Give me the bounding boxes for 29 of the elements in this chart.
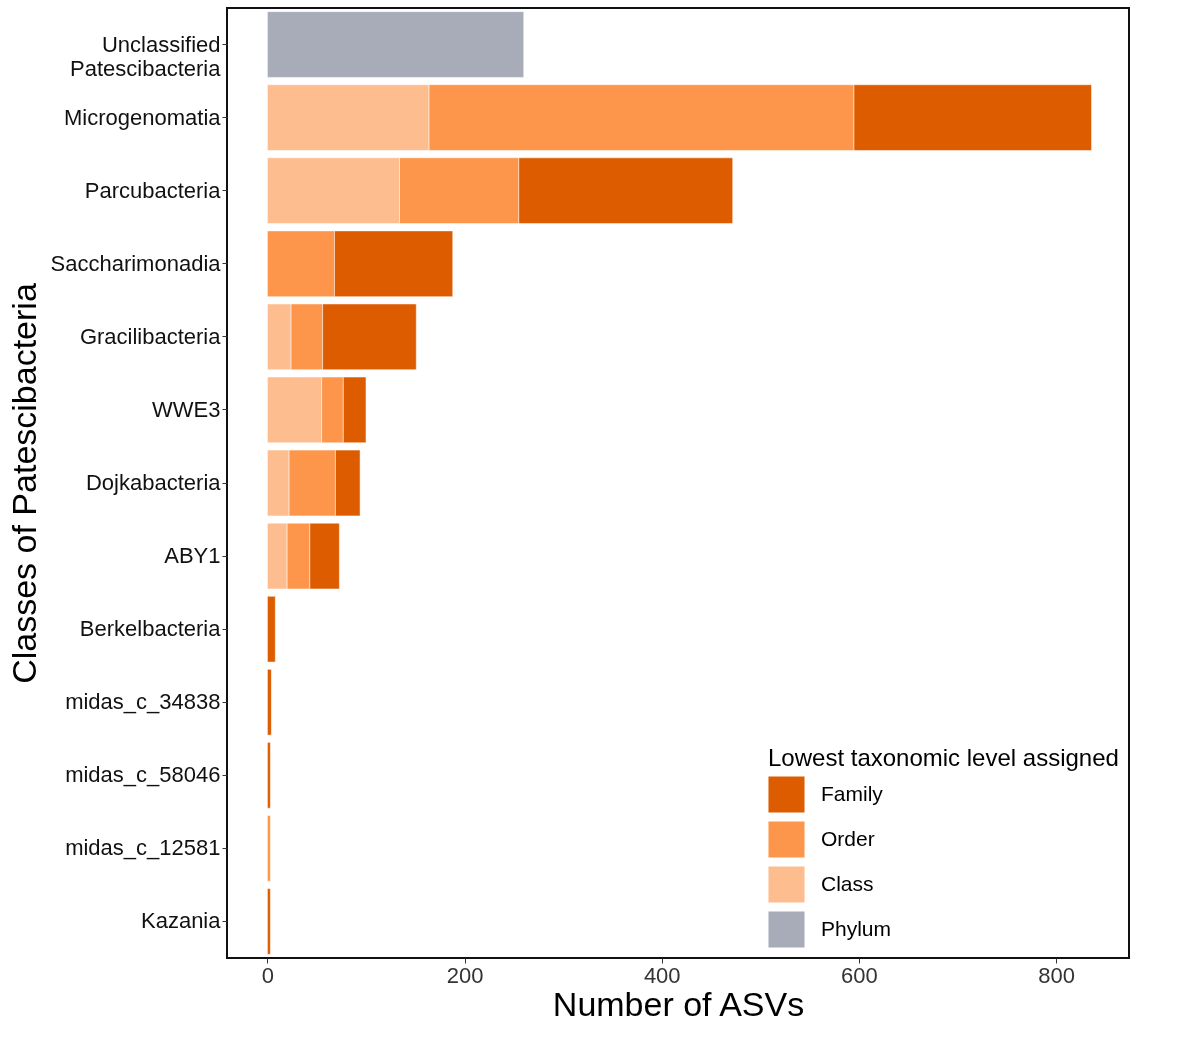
y-tick-label: Dojkabacteria [85,470,222,495]
x-tick-label: 0 [261,962,275,988]
bar [267,669,272,736]
bar [267,596,276,663]
y-tick-label: Microgenomatia [63,104,222,130]
bar [267,815,271,882]
x-tick-label: 800 [1038,962,1075,988]
x-tick-label: 200 [446,962,484,988]
y-tick-label: Gracilibacteria [79,323,222,349]
legend-label: Class [821,871,874,895]
legend-title: Lowest taxonomic level assigned [768,744,1119,771]
y-tick-label: midas_c_58046 [65,762,221,788]
y-tick-label: Saccharimonadia [50,250,222,276]
y-tick-label: midas_c_12581 [65,835,221,861]
legend-label: Order [821,826,875,850]
y-tick-label: Kazania [140,908,222,934]
y-tick-label: WWE3 [152,396,221,422]
x-tick-label: 600 [841,962,878,988]
y-tick-label: Parcubacteria [84,177,222,203]
legend-label: Phylum [821,916,892,940]
y-axis-title: Classes of Patescibacteria [4,283,43,684]
y-tick-label: Berkelbacteria [79,616,222,642]
bar [267,888,271,955]
legend-label: Family [821,781,884,805]
y-tick-label: Unclassified Patescibacteria [70,31,222,81]
y-tick-label: midas_c_34838 [65,689,221,715]
y-tick-label: ABY1 [164,543,221,569]
bar [267,11,524,78]
bar [267,742,271,809]
